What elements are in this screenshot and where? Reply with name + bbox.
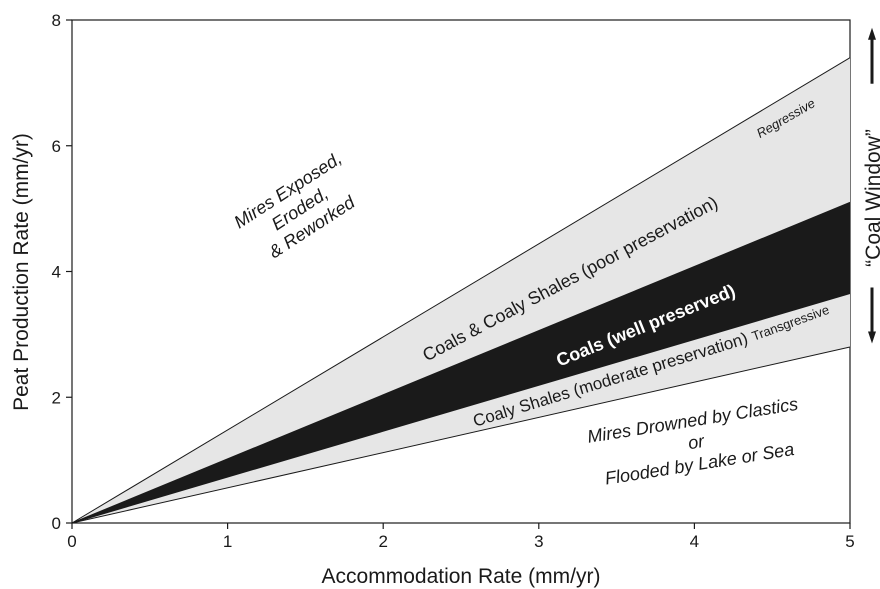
x-axis-title: Accommodation Rate (mm/yr)	[322, 565, 601, 588]
x-tick-label: 5	[845, 532, 854, 551]
x-tick-label: 3	[534, 532, 543, 551]
mires-drowned-line-2: or	[687, 431, 707, 453]
x-tick-label: 1	[223, 532, 232, 551]
y-tick-label: 8	[52, 11, 61, 30]
ticks-layer: 0 1 2 3 4 5 0 2 4 6 8	[52, 11, 855, 551]
y-tick-label: 2	[52, 388, 61, 407]
boundary-line-regressive	[71, 57, 851, 524]
boundary-line-lower-well-preserved	[71, 293, 851, 524]
x-tick-label: 0	[67, 532, 76, 551]
y-axis-title: Peat Production Rate (mm/yr)	[10, 133, 33, 411]
x-tick-label: 4	[690, 532, 699, 551]
boundary-line-upper-well-preserved	[71, 201, 851, 524]
coal-window-label: “Coal Window”	[862, 129, 880, 267]
coal-window-indicator: “Coal Window”	[862, 27, 880, 344]
y-tick-label: 4	[52, 263, 61, 282]
coal-window-arrowhead-up	[868, 27, 876, 40]
mires-exposed-label: Mires Exposed, Eroded, & Reworked	[230, 148, 359, 262]
x-tick-label: 2	[378, 532, 387, 551]
y-tick-label: 6	[52, 137, 61, 156]
lines-layer	[71, 57, 851, 524]
mires-drowned-label: Mires Drowned by Clastics or Flooded by …	[586, 394, 800, 489]
boundary-line-transgressive	[71, 346, 851, 524]
y-tick-label: 0	[52, 514, 61, 533]
coal-window-arrowhead-down	[868, 331, 876, 344]
